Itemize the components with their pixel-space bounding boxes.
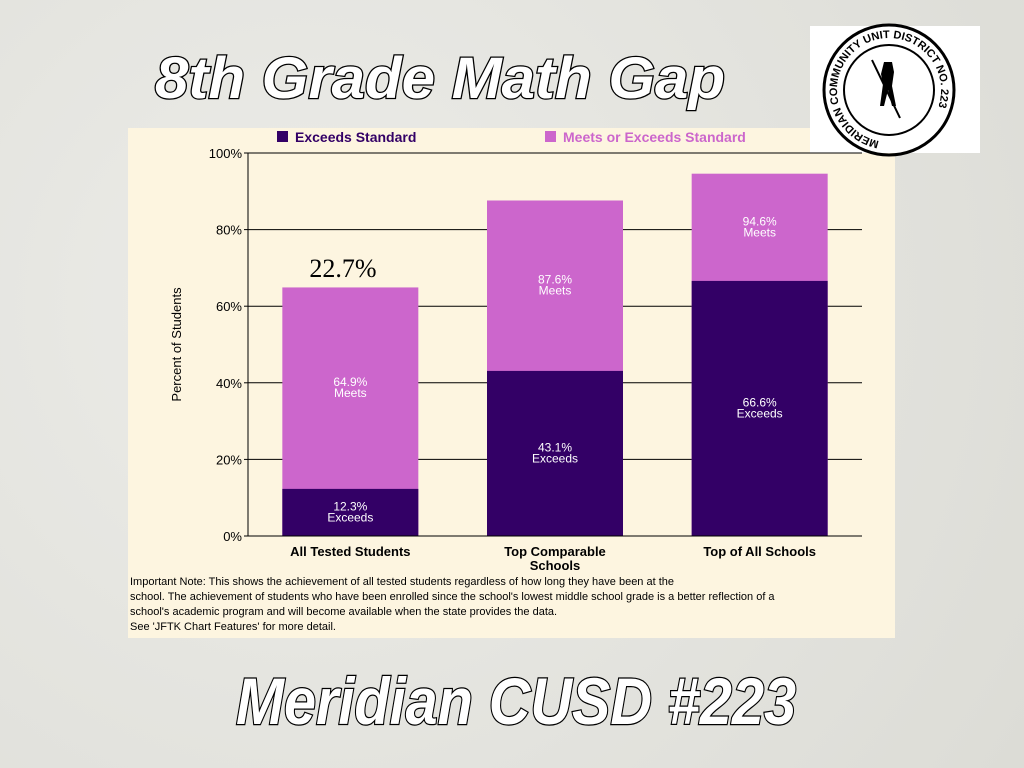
legend-label: Exceeds Standard bbox=[295, 129, 416, 145]
data-label-caption: Exceeds bbox=[532, 451, 578, 465]
data-label: 43.1% bbox=[538, 440, 572, 454]
legend-swatch bbox=[545, 131, 556, 142]
data-label-caption: Exceeds bbox=[327, 510, 373, 524]
note-line: Important Note: This shows the achieveme… bbox=[130, 576, 675, 588]
bar bbox=[487, 370, 623, 536]
data-label-caption: Meets bbox=[334, 386, 367, 400]
x-tick-label: Top of All Schools bbox=[703, 544, 816, 559]
y-tick-label: 80% bbox=[216, 223, 242, 238]
footer: Meridian CUSD #223 bbox=[236, 664, 796, 738]
annotation: 22.7% bbox=[309, 254, 376, 283]
note-line: school. The achievement of students who … bbox=[130, 591, 775, 603]
y-tick-label: 40% bbox=[216, 376, 242, 391]
data-label: 94.6% bbox=[743, 214, 777, 228]
note-line: See 'JFTK Chart Features' for more detai… bbox=[130, 621, 336, 633]
note-line: school's academic program and will becom… bbox=[130, 606, 558, 618]
x-tick-label: Top Comparable Schools bbox=[504, 544, 606, 573]
y-tick-label: 0% bbox=[223, 529, 242, 544]
data-label: 64.9% bbox=[333, 375, 367, 389]
logo-ring bbox=[843, 44, 935, 136]
y-tick-label: 100% bbox=[209, 146, 243, 161]
logo-ring bbox=[822, 23, 956, 157]
y-tick-label: 20% bbox=[216, 452, 242, 467]
data-label: 12.3% bbox=[333, 499, 367, 513]
data-label-caption: Exceeds bbox=[737, 406, 783, 420]
legend-swatch bbox=[277, 131, 288, 142]
data-label: 87.6% bbox=[538, 273, 572, 287]
bar bbox=[691, 280, 828, 536]
logo-figure bbox=[871, 59, 901, 119]
legend-label: Meets or Exceeds Standard bbox=[563, 129, 746, 145]
data-label-caption: Meets bbox=[539, 284, 572, 298]
bar bbox=[282, 488, 419, 536]
data-label-caption: Meets bbox=[743, 225, 776, 239]
y-tick-label: 60% bbox=[216, 299, 242, 314]
x-tick-label: All Tested Students bbox=[290, 544, 411, 559]
page-title: 8th Grade Math Gap bbox=[155, 46, 725, 111]
y-axis-label: Percent of Students bbox=[169, 287, 184, 402]
data-label: 66.6% bbox=[743, 395, 777, 409]
logo-figure bbox=[880, 62, 896, 106]
